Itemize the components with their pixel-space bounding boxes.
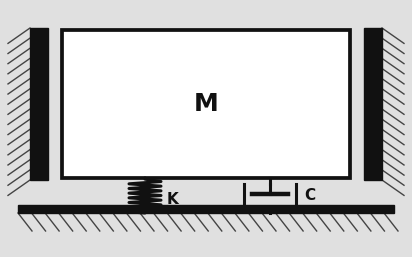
Bar [364,28,382,180]
Bar [18,205,394,213]
Text: M: M [194,92,218,116]
Bar [30,28,48,180]
Bar [62,30,350,178]
Text: C: C [304,188,315,203]
Text: K: K [167,192,179,207]
